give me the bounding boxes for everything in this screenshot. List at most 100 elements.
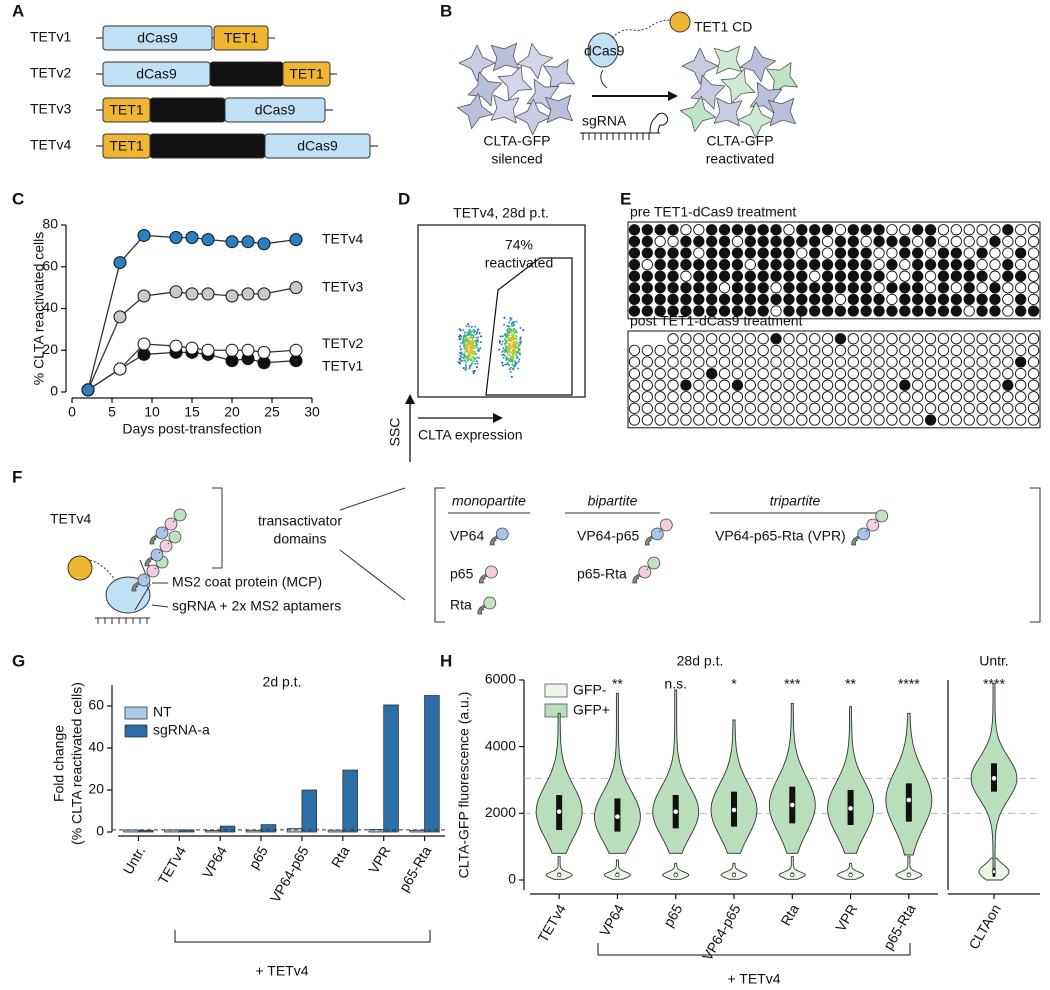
construct-name: TETv2 (30, 65, 71, 81)
cpg-site (693, 282, 705, 294)
significance: **** (983, 676, 1005, 692)
cpg-site (860, 247, 872, 259)
linker (874, 518, 880, 524)
cpg-site (834, 247, 847, 259)
cpg-site (1015, 391, 1027, 403)
event-dot (505, 339, 508, 342)
cpg-site (731, 270, 744, 282)
event-dot (511, 367, 514, 370)
cpg-site (1015, 270, 1027, 282)
event-dot (501, 335, 504, 338)
event-dot (458, 335, 461, 338)
cpg-site (886, 258, 898, 271)
cpg-site (1027, 367, 1040, 380)
cpg-site (757, 344, 769, 357)
event-dot (498, 340, 501, 343)
cpg-site (950, 258, 962, 271)
event-dot (515, 340, 518, 343)
event-dot (511, 348, 514, 351)
construct-name: TETv3 (30, 101, 71, 117)
cpg-site (757, 402, 769, 415)
cpg-site (731, 247, 744, 259)
cpg-site (847, 235, 859, 248)
legend-label: GFP- (573, 682, 607, 698)
cpg-site (744, 379, 756, 391)
event-dot (475, 366, 478, 369)
cpg-site (667, 247, 679, 259)
event-dot (468, 357, 471, 360)
cpg-site (1015, 402, 1027, 415)
domain-item: Rta (450, 597, 472, 613)
linker (149, 557, 155, 563)
event-dot (511, 359, 514, 362)
cpg-site (821, 270, 834, 282)
cpg-site (821, 414, 834, 426)
event-dot (518, 358, 521, 361)
cpg-site (989, 258, 1001, 271)
event-dot (508, 334, 511, 337)
cpg-site (809, 333, 821, 345)
cpg-site (963, 367, 975, 380)
violin (603, 859, 631, 880)
cpg-site (641, 356, 653, 368)
event-dot (511, 356, 514, 359)
event-dot (515, 320, 518, 323)
cpg-site (834, 344, 847, 357)
cpg-site (950, 224, 962, 236)
group-header: tripartite (770, 493, 821, 509)
event-dot (514, 329, 517, 332)
x-tick-label: p65-Rta (880, 901, 919, 952)
event-dot (462, 353, 465, 356)
cpg-site (873, 235, 885, 248)
cell (737, 101, 775, 139)
event-dot (480, 335, 483, 338)
cpg-site (912, 293, 924, 306)
cpg-site (796, 367, 808, 380)
construct-name: TETv1 (30, 29, 71, 45)
cpg-site (860, 367, 872, 380)
event-dot (471, 345, 474, 348)
cpg-site (809, 379, 821, 391)
cpg-site (899, 224, 911, 236)
cpg-site (899, 305, 911, 317)
event-dot (512, 338, 515, 341)
cpg-site (1015, 282, 1027, 294)
cpg-site (667, 414, 679, 426)
event-dot (501, 353, 504, 356)
event-dot (509, 339, 512, 342)
cpg-site (860, 379, 872, 391)
cpg-site (937, 258, 950, 271)
cell (713, 45, 743, 75)
cell-state: reactivated (706, 151, 774, 167)
x-tick-label: 30 (304, 404, 320, 420)
bar (301, 789, 318, 833)
event-dot (509, 359, 512, 362)
legend-label: GFP+ (573, 702, 610, 718)
sgrna-icon (600, 69, 608, 89)
domain-icon (659, 518, 673, 532)
cpg-site (693, 344, 705, 357)
group-header: bipartite (588, 493, 638, 509)
cpg-site (912, 333, 924, 345)
event-dot (469, 351, 472, 354)
cpg-site (706, 305, 718, 317)
event-dot (469, 354, 472, 357)
cpg-site (667, 305, 679, 317)
cpg-site (886, 379, 898, 391)
cpg-site (912, 367, 924, 380)
event-dot (506, 361, 509, 364)
violin-median (557, 872, 562, 878)
event-dot (507, 352, 510, 355)
cpg-site (886, 344, 898, 357)
cpg-site (912, 258, 924, 271)
point (257, 345, 271, 359)
cpg-site (783, 258, 795, 271)
cpg-site (860, 270, 872, 282)
domain-icon (173, 508, 187, 522)
cpg-site (989, 235, 1001, 248)
event-dot (522, 329, 525, 332)
event-dot (476, 330, 479, 333)
cpg-site (796, 293, 808, 306)
domain-item: VP64 (450, 528, 484, 544)
event-dot (467, 323, 470, 326)
